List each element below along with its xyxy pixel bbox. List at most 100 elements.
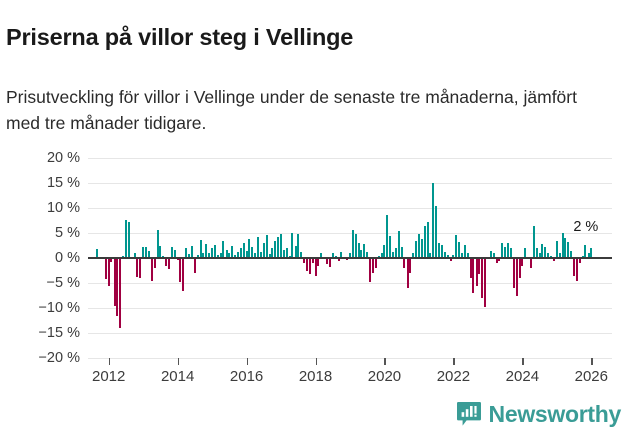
x-axis-tick-label: 2026 — [574, 368, 608, 385]
bar — [193, 258, 196, 273]
newsworthy-logo-icon — [456, 401, 482, 427]
bar — [420, 238, 423, 258]
bar — [110, 258, 113, 262]
bar — [300, 252, 303, 258]
bar — [567, 242, 570, 258]
bar — [397, 231, 400, 258]
bar — [455, 235, 458, 258]
bar — [484, 258, 487, 307]
bar — [317, 258, 320, 266]
bar — [231, 246, 234, 258]
bar — [426, 222, 429, 258]
zero-line — [88, 257, 612, 259]
bar — [509, 248, 512, 258]
brand-footer: Newsworthy — [456, 397, 621, 431]
bar — [575, 258, 578, 281]
bar — [213, 245, 216, 258]
bar — [521, 258, 524, 266]
bar — [96, 249, 99, 258]
x-axis-tick — [522, 358, 524, 365]
x-axis-tick-label: 2022 — [436, 368, 471, 385]
x-axis: 2012 2014 2016 2018 2020 2022 2024 2026 — [88, 358, 612, 388]
bar — [199, 239, 202, 258]
bar — [277, 236, 280, 258]
bar — [294, 245, 297, 258]
bar — [435, 206, 438, 258]
bar — [383, 245, 386, 258]
bar — [136, 258, 139, 277]
x-axis-tick — [384, 358, 386, 365]
bar — [547, 253, 550, 258]
bar — [463, 245, 466, 258]
bar — [443, 251, 446, 258]
y-axis-tick-label: 0 % — [55, 250, 80, 266]
bar — [248, 239, 251, 258]
bar — [570, 250, 573, 258]
x-axis-tick — [108, 358, 111, 365]
bar — [360, 250, 363, 258]
bar — [432, 183, 435, 258]
gridline — [88, 158, 612, 159]
bar — [282, 250, 285, 258]
bar — [429, 253, 432, 258]
gridline — [88, 283, 612, 284]
bar — [153, 258, 156, 268]
bar — [142, 246, 145, 258]
bar — [584, 245, 587, 258]
bar — [389, 235, 392, 258]
gridline — [88, 208, 612, 209]
gridline — [88, 308, 612, 309]
bar — [489, 251, 492, 258]
bar — [492, 253, 495, 258]
bar — [412, 253, 415, 258]
bar — [254, 253, 257, 258]
bar — [119, 258, 122, 328]
bar-chart: 20 % 15 % 10 % 5 % 0 % −5 % −10 % −15 % −20 % 2 … — [0, 148, 631, 388]
gridline — [88, 183, 612, 184]
bar — [400, 246, 403, 258]
x-axis-tick-label: 2016 — [229, 368, 264, 385]
bar — [236, 251, 239, 258]
bar — [256, 237, 259, 258]
y-axis-tick-label: 5 % — [55, 225, 80, 241]
bar — [529, 258, 532, 268]
bar — [311, 258, 314, 263]
bar — [541, 244, 544, 258]
bar — [150, 258, 153, 281]
bar — [188, 254, 190, 258]
bar — [242, 243, 245, 258]
bar — [437, 243, 440, 258]
bar — [205, 244, 208, 258]
bar — [144, 247, 147, 258]
bar — [368, 258, 371, 282]
bar — [501, 243, 504, 258]
x-axis-tick-label: 2020 — [367, 368, 402, 385]
bar — [469, 258, 472, 278]
bar — [478, 258, 481, 274]
bar — [561, 233, 564, 258]
bar — [558, 253, 561, 258]
bar — [363, 244, 366, 258]
bar — [532, 225, 535, 258]
bar — [107, 258, 110, 286]
bar — [265, 234, 268, 258]
gridline — [88, 358, 612, 359]
y-axis-tick-label: 10 % — [46, 200, 80, 216]
bar — [466, 253, 469, 258]
bar — [498, 258, 501, 261]
bar — [168, 258, 170, 269]
bar — [271, 248, 274, 258]
bar — [211, 247, 214, 258]
bar — [506, 243, 509, 258]
y-axis-tick-label: 15 % — [46, 175, 80, 191]
bar — [182, 258, 185, 291]
x-axis-tick — [315, 358, 318, 365]
bar — [538, 253, 541, 258]
bar — [303, 258, 306, 263]
bar — [590, 248, 593, 258]
bar — [251, 247, 254, 258]
y-axis-tick-label: −20 % — [38, 350, 80, 366]
bar — [555, 240, 558, 258]
bar — [122, 256, 125, 258]
bar — [219, 252, 222, 258]
